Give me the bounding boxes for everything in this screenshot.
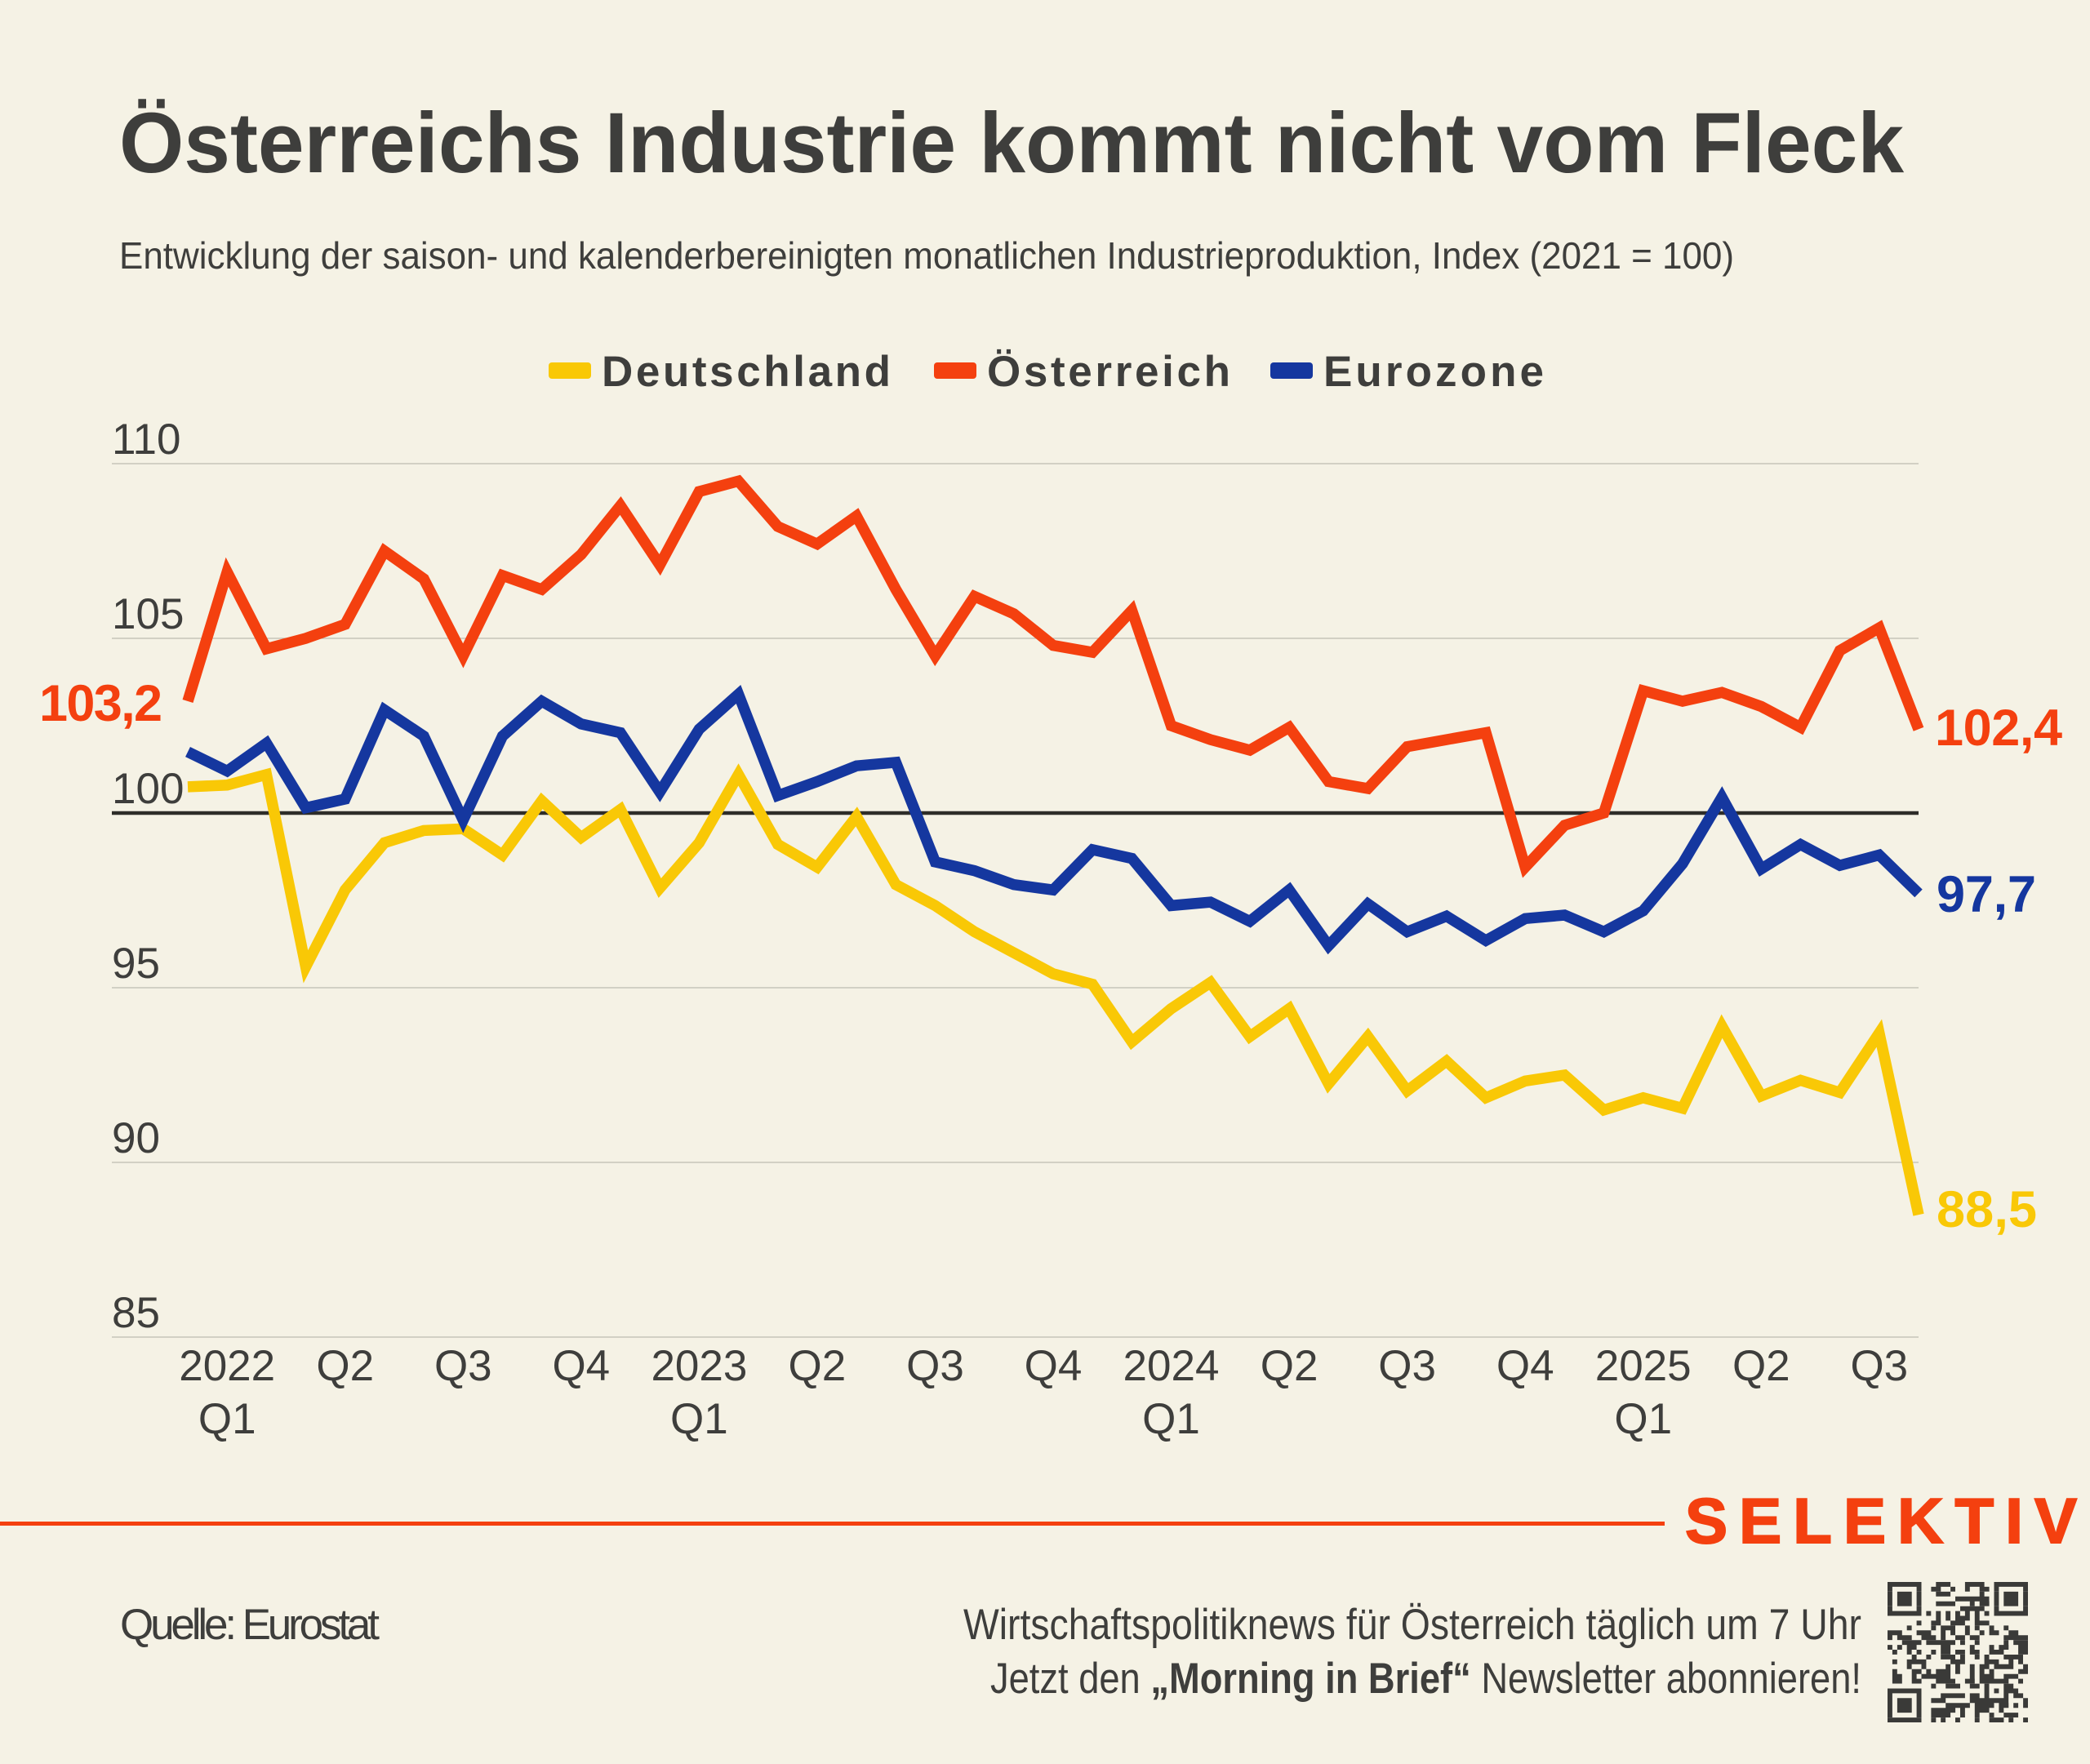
svg-text:110: 110: [112, 415, 181, 464]
svg-text:Entwicklung der saison- und ka: Entwicklung der saison- und kalenderbere…: [119, 234, 1734, 277]
svg-text:Q3: Q3: [1850, 1342, 1908, 1390]
svg-text:Jetzt den „Morning in Brief“ N: Jetzt den „Morning in Brief“ Newsletter …: [990, 1655, 1861, 1703]
svg-text:Q2: Q2: [789, 1342, 847, 1390]
svg-text:Österreichs Industrie kommt ni: Österreichs Industrie kommt nicht vom Fl…: [119, 96, 1905, 191]
svg-text:85: 85: [112, 1289, 160, 1337]
svg-text:2023: 2023: [651, 1342, 747, 1390]
svg-text:102,4: 102,4: [1935, 700, 2062, 757]
svg-text:Q2: Q2: [316, 1342, 374, 1390]
svg-text:95: 95: [112, 940, 160, 988]
svg-text:Q4: Q4: [1025, 1342, 1083, 1390]
svg-text:97,7: 97,7: [1937, 866, 2036, 923]
svg-text:Q3: Q3: [906, 1342, 964, 1390]
svg-text:Q3: Q3: [434, 1342, 492, 1390]
svg-text:Q1: Q1: [1142, 1395, 1200, 1443]
svg-text:Österreich: Österreich: [987, 348, 1230, 396]
svg-text:2025: 2025: [1595, 1342, 1692, 1390]
svg-text:Q4: Q4: [1496, 1342, 1554, 1390]
svg-text:Q4: Q4: [552, 1342, 610, 1390]
svg-text:Deutschland: Deutschland: [602, 348, 891, 396]
svg-text:Q1: Q1: [198, 1395, 256, 1443]
svg-text:Quelle: Eurostat: Quelle: Eurostat: [120, 1601, 380, 1649]
svg-text:Q2: Q2: [1732, 1342, 1790, 1390]
svg-text:88,5: 88,5: [1937, 1181, 2037, 1238]
svg-text:Q3: Q3: [1378, 1342, 1436, 1390]
svg-text:SELEKTIV: SELEKTIV: [1685, 1485, 2077, 1557]
svg-text:Q2: Q2: [1261, 1342, 1318, 1390]
svg-text:105: 105: [112, 590, 184, 638]
svg-text:Wirtschaftspolitiknews für Öst: Wirtschaftspolitiknews für Österreich tä…: [963, 1601, 1861, 1649]
svg-text:90: 90: [112, 1114, 160, 1162]
svg-text:2024: 2024: [1123, 1342, 1220, 1390]
svg-text:103,2: 103,2: [39, 675, 162, 732]
svg-text:Q1: Q1: [1614, 1395, 1672, 1443]
svg-text:Q1: Q1: [670, 1395, 728, 1443]
svg-text:2022: 2022: [179, 1342, 275, 1390]
svg-text:100: 100: [112, 765, 184, 813]
